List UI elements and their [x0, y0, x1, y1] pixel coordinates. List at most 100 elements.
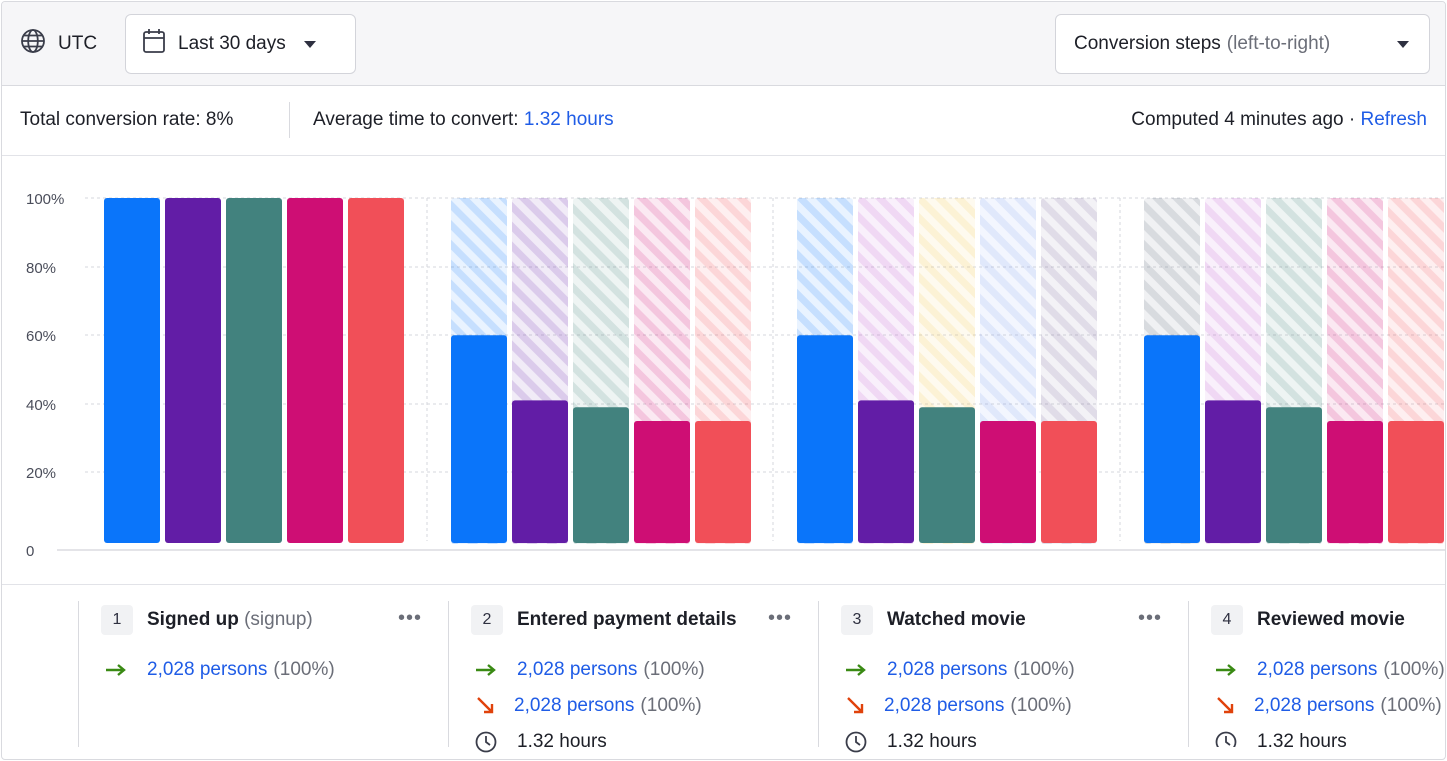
arrow-right-icon	[475, 659, 497, 681]
converted-percent: (100%)	[643, 659, 705, 680]
time-to-convert: 1.32 hours	[1257, 731, 1347, 747]
more-options-icon[interactable]: •••	[767, 607, 792, 629]
converted-persons-link[interactable]: 2,028 persons	[1257, 659, 1378, 680]
summary-bar: Total conversion rate: 8% Average time t…	[2, 86, 1445, 156]
converted-persons-link[interactable]: 2,028 persons	[147, 659, 268, 680]
bar[interactable]	[858, 400, 914, 543]
clock-icon	[1215, 731, 1237, 747]
arrow-down-right-icon	[475, 695, 497, 717]
step-number: 1	[101, 605, 133, 635]
converted-row: 2,028 persons (100%)	[845, 659, 1075, 681]
dropped-persons-link[interactable]: 2,028 persons	[514, 695, 635, 716]
bar[interactable]	[634, 420, 690, 543]
time-to-convert: 1.32 hours	[887, 731, 977, 752]
separator: ·	[1343, 109, 1361, 130]
bar-group	[1144, 198, 1444, 544]
step-title: Reviewed movie	[1257, 609, 1405, 630]
step-title-text: Signed up	[147, 609, 239, 630]
bar[interactable]	[1327, 420, 1383, 543]
dropped-row: 2,028 persons (100%)	[1215, 695, 1442, 717]
converted-percent: (100%)	[273, 659, 335, 680]
step-event: (signup)	[244, 609, 313, 630]
time-row: 1.32 hours	[1215, 731, 1347, 747]
average-time-label: Average time to convert:	[313, 109, 524, 130]
converted-percent: (100%)	[1383, 659, 1445, 680]
bar[interactable]	[919, 407, 975, 543]
bar[interactable]	[695, 420, 751, 543]
step-legend: 1 Signed up (signup) ••• 2,028 persons (…	[2, 584, 1445, 759]
arrow-right-icon	[1215, 659, 1237, 681]
clock-icon	[475, 731, 497, 753]
bar[interactable]	[980, 420, 1036, 543]
bar[interactable]	[1041, 420, 1097, 543]
computed-time: Computed 4 minutes ago	[1131, 109, 1344, 130]
dropped-percent: (100%)	[1380, 695, 1442, 716]
bar[interactable]	[165, 198, 221, 543]
dropped-row: 2,028 persons (100%)	[845, 695, 1072, 717]
step-number: 2	[471, 605, 503, 635]
step-title: Watched movie	[887, 609, 1026, 630]
dropped-percent: (100%)	[1010, 695, 1072, 716]
funnel-chart-svg: 100% 80% 60% 40% 20% 0	[26, 191, 1445, 560]
more-options-icon[interactable]: •••	[1137, 607, 1162, 629]
toolbar: UTC Last 30 days Conversion steps (left-…	[2, 2, 1445, 86]
bar[interactable]	[797, 335, 853, 543]
layout-label: Conversion steps	[1074, 33, 1221, 54]
timezone-label: UTC	[58, 33, 98, 54]
y-tick-label: 80%	[26, 260, 56, 277]
arrow-right-icon	[845, 659, 867, 681]
converted-percent: (100%)	[1013, 659, 1075, 680]
chevron-down-icon	[303, 40, 316, 48]
step-number: 3	[841, 605, 873, 635]
bar[interactable]	[348, 198, 404, 543]
bar[interactable]	[451, 335, 507, 543]
bar-group	[104, 198, 404, 543]
total-conversion-rate: Total conversion rate: 8%	[20, 109, 234, 130]
step-legend-4: 4 Reviewed movie 2,028 persons (100%) 2,…	[1188, 601, 1445, 747]
bar-group	[797, 198, 1097, 544]
arrow-down-right-icon	[845, 695, 867, 717]
bar[interactable]	[573, 407, 629, 543]
divider	[289, 102, 290, 138]
bar[interactable]	[287, 198, 343, 543]
y-tick-label: 40%	[26, 397, 56, 414]
date-range-label: Last 30 days	[178, 33, 286, 54]
average-time-to-convert: Average time to convert: 1.32 hours	[313, 109, 614, 131]
converted-row: 2,028 persons (100%)	[475, 659, 705, 681]
bar[interactable]	[1205, 400, 1261, 543]
y-tick-label: 100%	[26, 191, 64, 208]
step-number: 4	[1211, 605, 1243, 635]
bar[interactable]	[1388, 420, 1444, 543]
bar[interactable]	[512, 400, 568, 543]
time-to-convert: 1.32 hours	[517, 731, 607, 752]
step-header: 4 Reviewed movie	[1211, 605, 1405, 635]
step-legend-1: 1 Signed up (signup) ••• 2,028 persons (…	[78, 601, 448, 747]
dropped-persons-link[interactable]: 2,028 persons	[1254, 695, 1375, 716]
conversion-layout-select[interactable]: Conversion steps (left-to-right)	[1055, 14, 1430, 74]
refresh-link[interactable]: Refresh	[1360, 109, 1427, 130]
clock-icon	[845, 731, 867, 753]
converted-persons-link[interactable]: 2,028 persons	[517, 659, 638, 680]
average-time-value[interactable]: 1.32 hours	[523, 109, 614, 130]
converted-row: 2,028 persons (100%)	[105, 659, 335, 681]
time-row: 1.32 hours	[845, 731, 977, 753]
bar[interactable]	[1144, 335, 1200, 543]
dropped-percent: (100%)	[640, 695, 702, 716]
step-header: 1 Signed up (signup)	[101, 605, 313, 635]
dropped-row: 2,028 persons (100%)	[475, 695, 702, 717]
more-options-icon[interactable]: •••	[397, 607, 422, 629]
step-legend-2: 2 Entered payment details ••• 2,028 pers…	[448, 601, 818, 753]
converted-persons-link[interactable]: 2,028 persons	[887, 659, 1008, 680]
dropped-persons-link[interactable]: 2,028 persons	[884, 695, 1005, 716]
bar[interactable]	[1266, 407, 1322, 543]
globe-icon	[20, 28, 46, 60]
bar[interactable]	[226, 198, 282, 543]
bar[interactable]	[104, 198, 160, 543]
date-range-select[interactable]: Last 30 days	[125, 14, 356, 74]
chevron-down-icon	[1397, 41, 1409, 48]
y-tick-label: 0	[26, 543, 34, 560]
step-legend-3: 3 Watched movie ••• 2,028 persons (100%)…	[818, 601, 1188, 753]
converted-row: 2,028 persons (100%)	[1215, 659, 1445, 681]
arrow-down-right-icon	[1215, 695, 1237, 717]
